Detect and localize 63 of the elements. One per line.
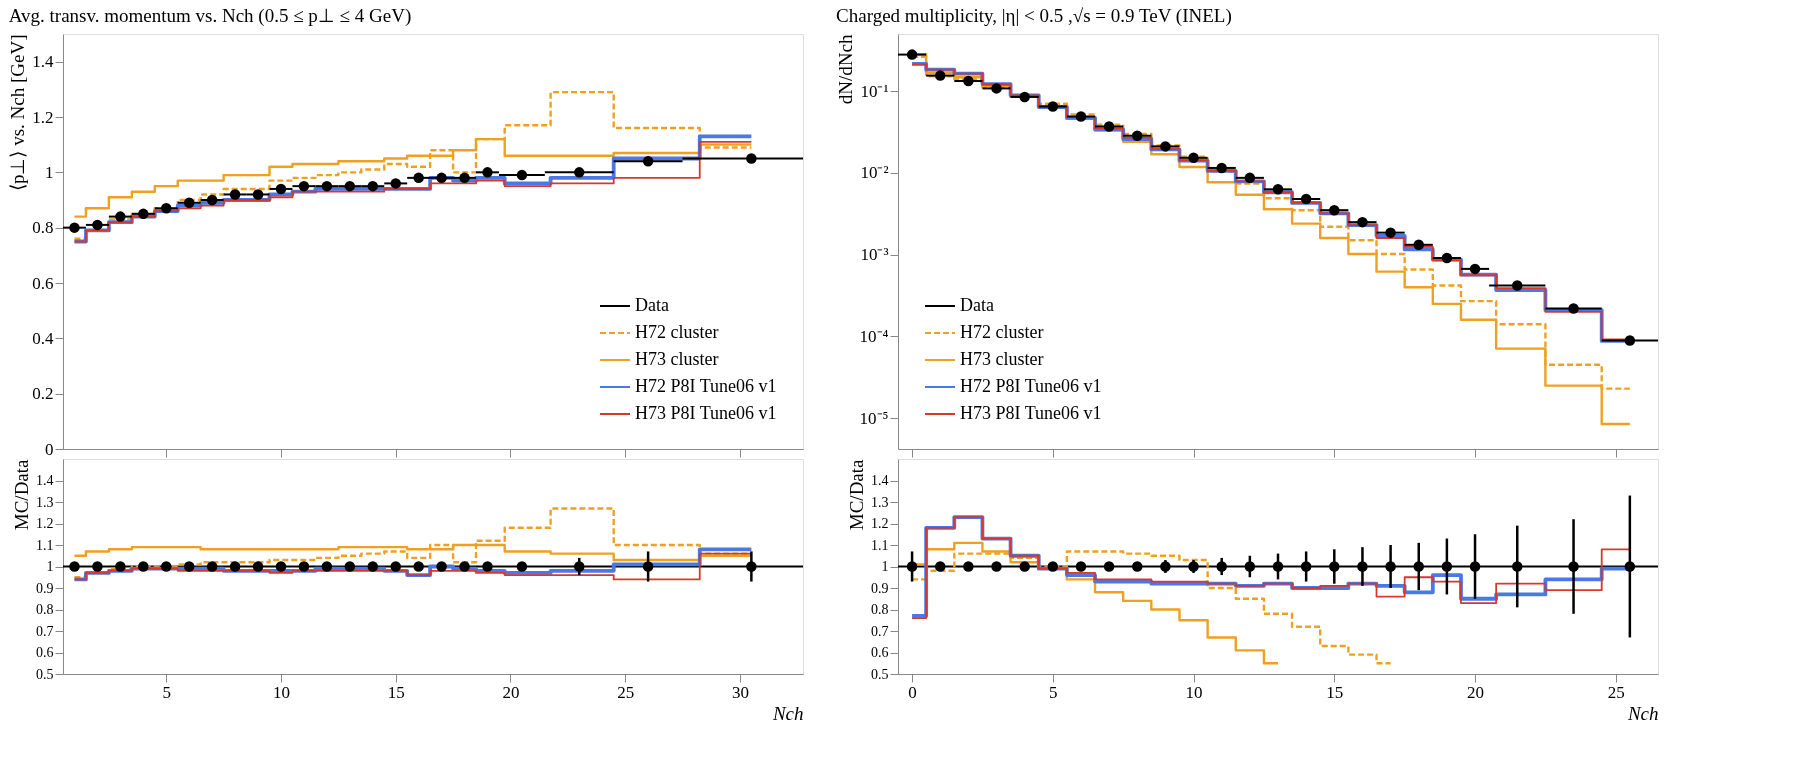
y-tick-label: 1.2 [871,516,889,531]
legend-label: Data [960,295,994,315]
y-tick-label: 0.5 [36,666,54,682]
y-axis-title: MC/Data [11,458,32,531]
y-tick-label: 10⁻⁵ [859,408,889,428]
legend-label: H73 P8I Tune06 v1 [960,403,1102,423]
y-tick-label: 1.2 [36,516,54,531]
y-tick-label: 0.5 [871,666,889,682]
y-tick-label: 0.9 [36,580,54,596]
y-tick-label: 10⁻⁴ [859,326,889,346]
y-tick-label: 1.3 [36,494,54,510]
y-tick-label: 1 [46,559,54,574]
y-tick-label: 0.8 [36,602,54,617]
chart-title: Charged multiplicity, |η| < 0.5 ,√s = 0.9 TeV (INEL) [836,5,1232,27]
y-tick-label: 1.3 [871,494,889,510]
y-tick-label: 0.6 [36,645,54,660]
legend-label: Data [635,295,669,315]
y-tick-label: 10⁻¹ [860,81,889,101]
y-tick-label: 1.1 [871,537,889,553]
y-tick-label: 0.8 [871,602,889,617]
x-tick-label: 20 [1467,682,1485,702]
y-tick-label: 1.4 [32,52,54,72]
legend-label: H72 cluster [635,322,719,342]
x-axis-title: Nch [1626,702,1659,724]
legend-label: H72 P8I Tune06 v1 [635,376,777,396]
x-tick-label: 25 [1607,682,1625,702]
y-tick-label: 0.9 [871,580,889,596]
y-tick-label: 1 [45,162,54,182]
legend-label: H72 cluster [960,322,1044,342]
x-axis-title: Nch [771,702,804,724]
x-tick-label: 0 [908,682,917,702]
y-tick-label: 0.4 [32,328,54,348]
x-tick-label: 15 [387,682,405,702]
x-tick-label: 25 [617,682,635,702]
x-tick-label: 30 [731,682,749,702]
y-tick-label: 0.7 [36,623,54,639]
chart-title: Avg. transv. momentum vs. Nch (0.5 ≤ p⊥ ≤ 4 GeV) [8,5,412,27]
y-tick-label: 10⁻³ [860,245,889,265]
x-tick-label: 20 [502,682,520,702]
y-tick-label: 0.7 [871,623,889,639]
x-tick-label: 5 [162,682,172,702]
legend-label: H73 cluster [635,349,719,369]
y-tick-label: 0 [45,439,54,459]
y-tick-label: 0.8 [32,218,54,238]
y-axis-title: MC/Data [846,458,867,531]
x-tick-label: 10 [272,682,290,702]
y-tick-label: 1.4 [36,473,54,488]
legend-label: H73 cluster [960,349,1044,369]
y-tick-label: 1.1 [36,537,54,553]
x-tick-label: 15 [1326,682,1344,702]
y-tick-label: 0.6 [871,645,889,660]
y-tick-label: 1.4 [871,473,889,488]
x-tick-label: 10 [1185,682,1203,702]
y-tick-label: 10⁻² [860,163,889,183]
legend-label: H72 P8I Tune06 v1 [960,376,1102,396]
y-tick-label: 0.6 [32,273,54,293]
y-tick-label: 1 [881,559,889,574]
legend-label: H73 P8I Tune06 v1 [635,403,777,423]
y-tick-label: 1.2 [32,107,54,127]
x-tick-label: 5 [1049,682,1058,702]
y-tick-label: 0.2 [32,384,54,404]
y-axis-title: dN/dNch [834,34,856,105]
y-axis-title: ⟨p⊥⟩ vs. Nch [GeV] [7,34,29,192]
